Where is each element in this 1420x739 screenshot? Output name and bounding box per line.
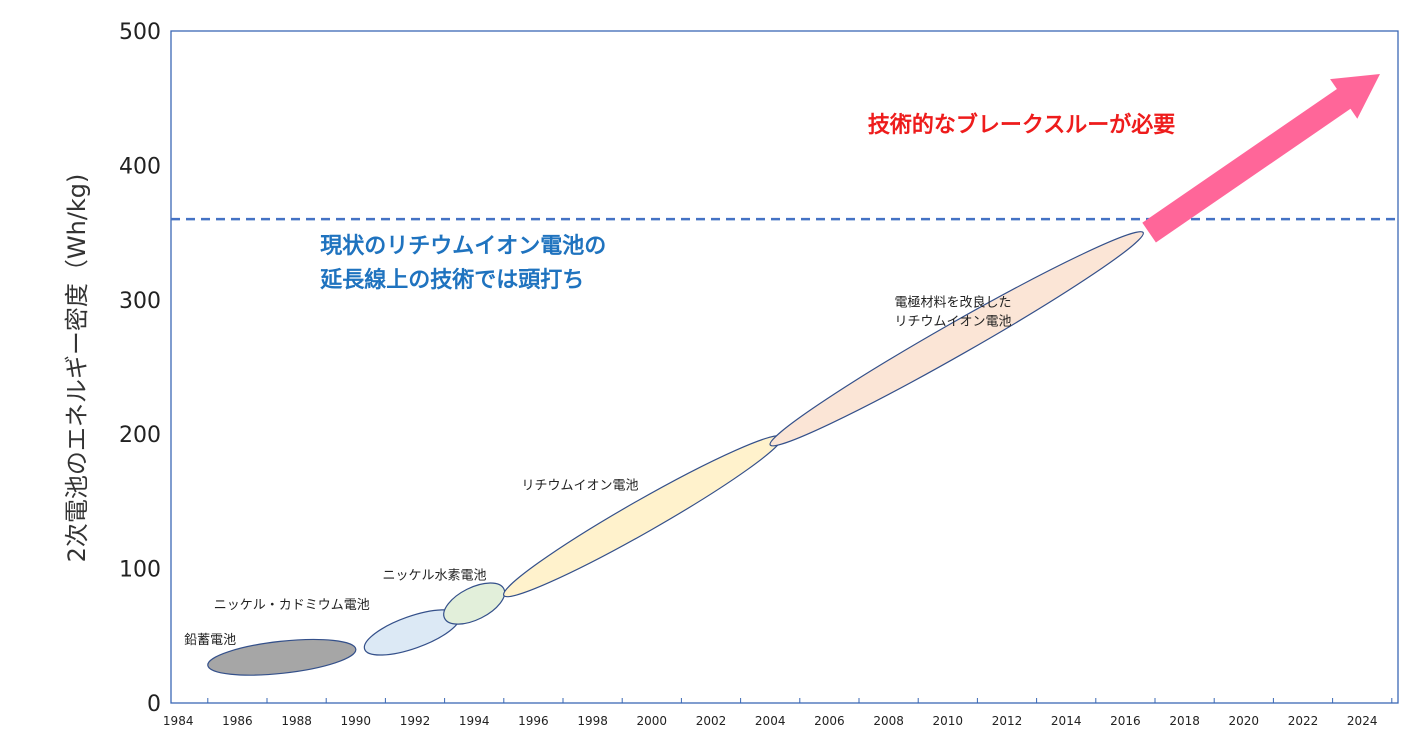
x-tick-label: 1996 [518,714,549,728]
x-tick-label: 2012 [992,714,1023,728]
x-tick-label: 1990 [341,714,372,728]
x-tick-label: 2022 [1288,714,1319,728]
y-tick-label: 300 [119,289,161,314]
series-blob-3 [443,582,506,625]
series-label-1: 鉛蓄電池 [184,633,236,648]
y-tick-label: 0 [147,692,161,717]
x-tick-label: 2000 [637,714,668,728]
x-tick-label: 2014 [1051,714,1082,728]
series-blob-1 [207,638,357,676]
x-tick-label: 2024 [1347,714,1378,728]
y-tick-label: 500 [119,20,161,45]
y-tick-label: 400 [119,154,161,179]
breakthrough-annotation: 技術的なブレークスルーが必要 [868,112,1175,138]
x-tick-label: 2016 [1110,714,1141,728]
x-tick-label: 1988 [281,714,312,728]
plot-frame [170,30,1399,704]
series-blob-4 [502,435,783,598]
x-tick-label: 2010 [933,714,964,728]
x-tick-label: 2004 [755,714,786,728]
series-label-4: リチウムイオン電池 [522,478,639,493]
x-tick-label: 1992 [400,714,431,728]
breakthrough-arrow [1142,74,1380,243]
series-label-5: 電極材料を改良したリチウムイオン電池 [895,295,1012,330]
x-tick-label: 1994 [459,714,490,728]
y-tick-label: 200 [119,423,161,448]
y-axis-label: 2次電池のエネルギー密度（Wh/kg) [63,174,91,563]
x-tick-label: 1984 [163,714,194,728]
x-tick-label: 2006 [814,714,845,728]
series-blob-5 [769,231,1144,447]
y-axis-ticks: 0 100 200 300 400 500 [119,20,161,717]
limit-annotation: 現状のリチウムイオン電池の延長線上の技術では頭打ち [319,234,606,293]
y-tick-label: 100 [119,558,161,583]
x-tick-label: 2008 [873,714,904,728]
x-tick-label: 1998 [577,714,608,728]
x-tick-label: 2002 [696,714,727,728]
x-tick-label: 2018 [1169,714,1200,728]
x-axis-ticks: 1984 1986 1988 1990 1992 1994 1996 1998 2000 2002… [163,698,1393,728]
series-label-3: ニッケル水素電池 [382,568,486,583]
x-tick-label: 2020 [1229,714,1260,728]
x-tick-label: 1986 [222,714,253,728]
series-label-2: ニッケル・カドミウム電池 [214,598,370,613]
